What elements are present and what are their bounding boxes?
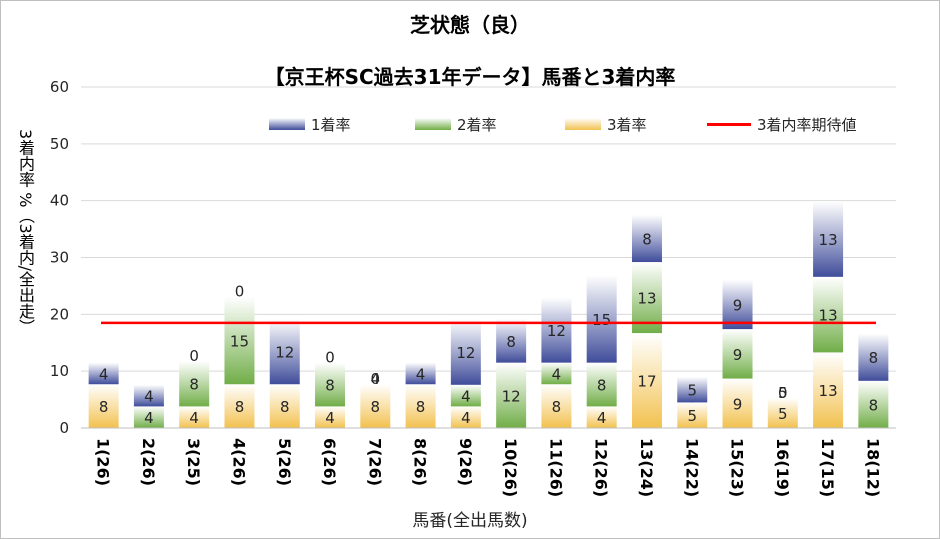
data-label: 15 [592, 311, 611, 329]
data-label: 0 [189, 347, 199, 365]
data-label: 12 [456, 344, 475, 362]
data-label: 8 [325, 377, 335, 395]
data-label: 12 [502, 387, 521, 405]
data-label: 15 [230, 332, 249, 350]
y-tick-label: 20 [50, 305, 69, 323]
x-tick-label: 2(26) [139, 438, 158, 486]
data-label: 8 [506, 333, 516, 351]
data-label: 9 [733, 395, 743, 413]
x-tick-label: 9(26) [456, 438, 475, 486]
data-label: 13 [819, 382, 838, 400]
data-label: 17 [637, 373, 656, 391]
data-label: 12 [275, 344, 294, 362]
data-label: 9 [733, 346, 743, 364]
y-tick-label: 60 [50, 78, 69, 96]
y-tick-label: 10 [50, 362, 69, 380]
x-tick-label: 8(26) [411, 438, 430, 486]
x-tick-label: 13(24) [637, 438, 656, 497]
x-tick-label: 7(26) [365, 438, 384, 486]
x-tick-label: 5(26) [275, 438, 294, 486]
data-label: 5 [778, 405, 788, 423]
data-label: 4 [461, 409, 471, 427]
data-label: 8 [189, 376, 199, 394]
data-label: 8 [869, 396, 879, 414]
plot-area: 01020304050608041(26)0442(26)4803(25)815… [1, 1, 939, 538]
data-label: 8 [642, 230, 652, 248]
data-label: 8 [597, 377, 607, 395]
data-label: 0 [325, 349, 335, 367]
x-tick-label: 12(26) [592, 438, 611, 497]
chart-container: 芝状態（良） 【京王杯SC過去31年データ】馬番と3着内率 1着率 2着率 3着… [0, 0, 940, 539]
data-label: 13 [637, 290, 656, 308]
data-label: 5 [687, 382, 697, 400]
x-tick-label: 15(23) [728, 438, 747, 497]
data-label: 8 [416, 398, 426, 416]
data-label: 4 [99, 365, 109, 383]
data-label: 0 [371, 370, 381, 388]
data-label: 4 [597, 409, 607, 427]
data-label: 8 [99, 398, 109, 416]
data-label: 13 [819, 231, 838, 249]
data-label: 0 [235, 283, 245, 301]
x-tick-label: 6(26) [320, 438, 339, 486]
x-tick-label: 17(15) [818, 438, 837, 497]
data-label: 8 [280, 398, 290, 416]
data-label: 0 [778, 384, 788, 402]
data-label: 9 [733, 296, 743, 314]
y-tick-label: 40 [50, 192, 69, 210]
y-tick-label: 0 [59, 419, 69, 437]
x-tick-label: 18(12) [863, 438, 882, 497]
x-tick-label: 14(22) [682, 438, 701, 497]
data-label: 5 [687, 407, 697, 425]
data-label: 4 [416, 365, 426, 383]
data-label: 12 [547, 322, 566, 340]
data-label: 4 [144, 409, 154, 427]
data-label: 4 [325, 409, 335, 427]
data-label: 8 [371, 398, 381, 416]
data-label: 4 [461, 388, 471, 406]
x-tick-label: 16(19) [773, 438, 792, 497]
y-tick-label: 30 [50, 249, 69, 267]
x-tick-label: 11(26) [546, 438, 565, 497]
x-tick-label: 4(26) [229, 438, 248, 486]
x-tick-label: 3(25) [184, 438, 203, 486]
y-tick-label: 50 [50, 135, 69, 153]
data-label: 8 [869, 349, 879, 367]
data-label: 4 [189, 409, 199, 427]
x-tick-label: 10(26) [501, 438, 520, 497]
data-label: 8 [235, 398, 245, 416]
x-tick-label: 1(26) [94, 438, 113, 486]
data-label: 8 [552, 398, 562, 416]
data-label: 4 [552, 365, 562, 383]
data-label: 4 [144, 388, 154, 406]
